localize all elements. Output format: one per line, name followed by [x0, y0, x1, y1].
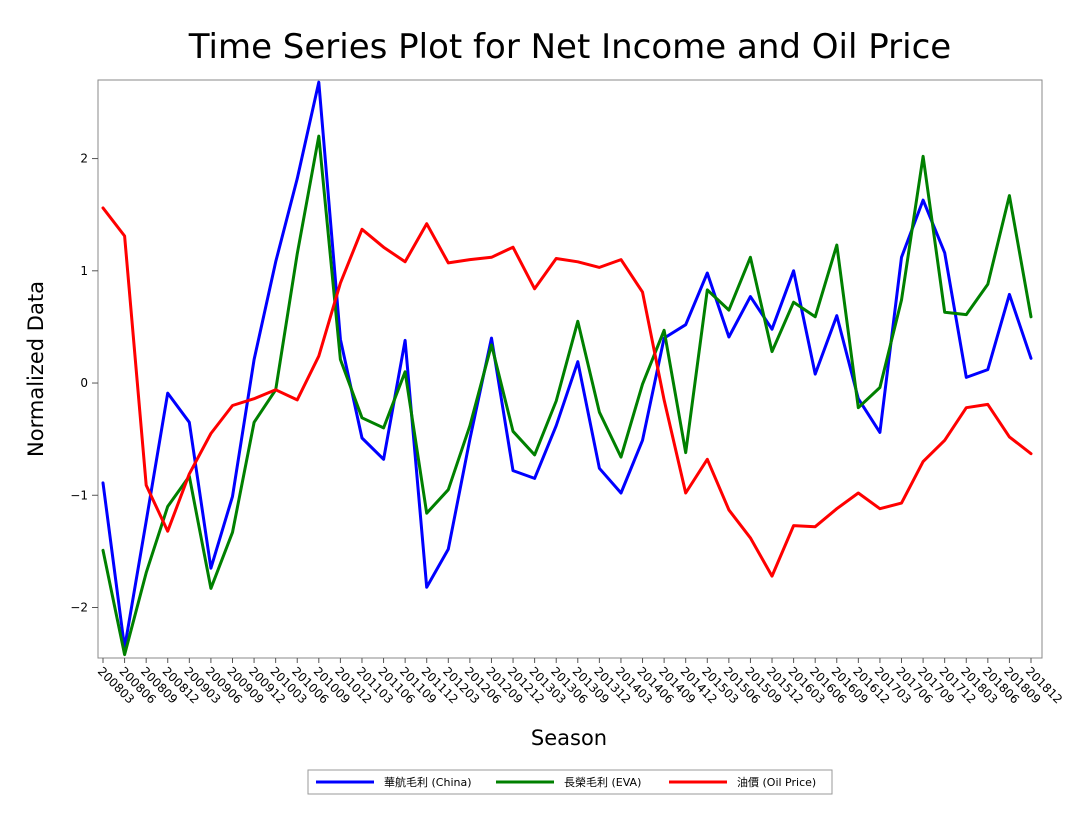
series-line-1 [101, 134, 1033, 657]
y-axis-label: Normalized Data [24, 281, 48, 457]
legend-frame [307, 769, 833, 795]
legend-label-2: 油價 (Oil Price) [737, 775, 816, 789]
x-axis-label: Season [531, 726, 607, 750]
y-tick-label: 0 [80, 376, 88, 390]
y-axis: −2 −1 0 1 2 [70, 152, 98, 614]
plot-area-frame [97, 79, 1043, 659]
series-lines [101, 80, 1033, 657]
chart-title: Time Series Plot for Net Income and Oil … [188, 27, 951, 67]
legend: 華航毛利 (China) 長榮毛利 (EVA) 油價 (Oil Price) [307, 769, 833, 795]
y-tick-label: 2 [80, 152, 88, 166]
y-tick-label: 1 [80, 264, 88, 278]
legend-label-1: 長榮毛利 (EVA) [564, 775, 641, 789]
series-line-0 [101, 80, 1033, 650]
legend-label-0: 華航毛利 (China) [384, 775, 472, 789]
y-tick-label: −1 [70, 488, 88, 502]
series-line-2 [101, 206, 1033, 578]
y-tick-label: −2 [70, 600, 88, 614]
